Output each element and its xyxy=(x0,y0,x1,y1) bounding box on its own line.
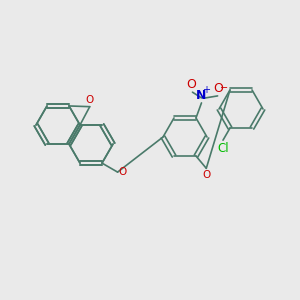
Text: +: + xyxy=(202,85,211,95)
Text: O: O xyxy=(214,82,224,95)
Text: O: O xyxy=(118,167,127,177)
Text: O: O xyxy=(187,78,196,91)
Text: N: N xyxy=(196,89,207,102)
Text: O: O xyxy=(202,170,210,180)
Text: O: O xyxy=(85,95,94,105)
Text: −: − xyxy=(220,83,228,93)
Text: Cl: Cl xyxy=(217,142,229,155)
